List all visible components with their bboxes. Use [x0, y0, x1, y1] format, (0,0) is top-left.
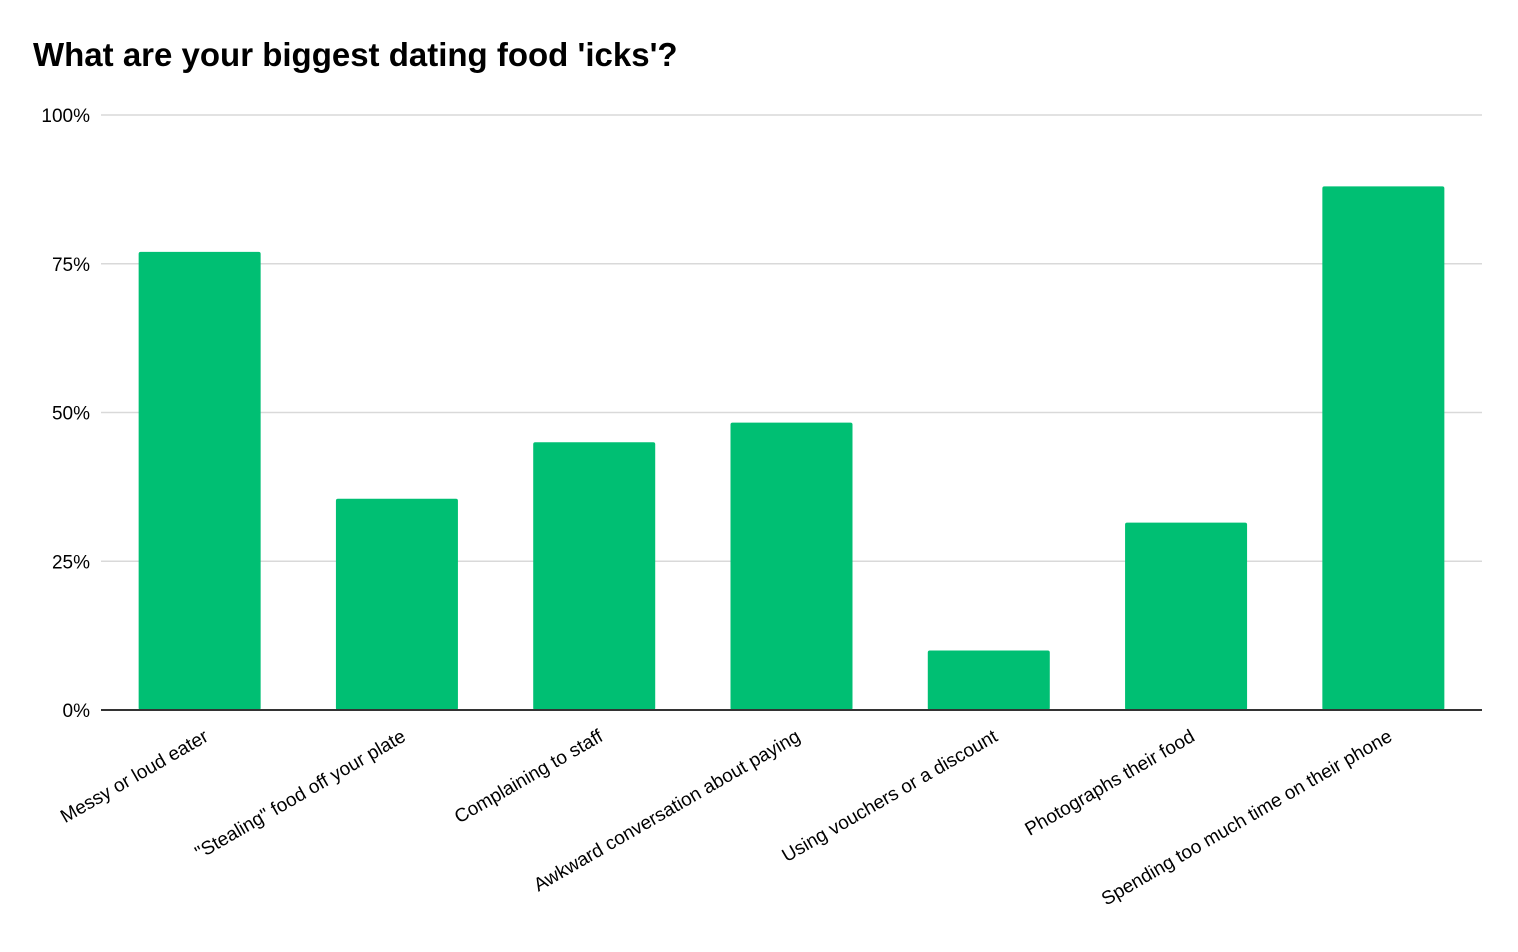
chart-title: What are your biggest dating food 'icks'… [33, 36, 678, 73]
bar [335, 498, 458, 710]
x-tick-label: Complaining to staff [451, 726, 607, 828]
y-tick-label: 25% [52, 552, 90, 573]
x-axis-category-labels: Messy or loud eater"Stealing" food off y… [57, 726, 1396, 910]
bars [138, 186, 1445, 710]
x-tick-label: "Stealing" food off your plate [192, 726, 410, 864]
y-tick-label: 100% [41, 106, 90, 127]
y-tick-label: 75% [52, 255, 90, 276]
x-tick-label: Messy or loud eater [57, 726, 213, 828]
y-tick-label: 0% [63, 701, 91, 722]
bar [138, 251, 261, 710]
bar [533, 442, 656, 710]
bar [1125, 522, 1248, 710]
y-tick-label: 50% [52, 404, 90, 425]
bar [927, 650, 1050, 710]
x-tick-label: Photographs their food [1022, 726, 1199, 840]
bar [1322, 186, 1445, 710]
x-tick-label: Using vouchers or a discount [779, 726, 1002, 867]
y-axis-tick-labels: 0% 25% 50% 75% 100% [41, 106, 90, 722]
bar [730, 422, 853, 710]
grid-lines [101, 114, 1482, 562]
